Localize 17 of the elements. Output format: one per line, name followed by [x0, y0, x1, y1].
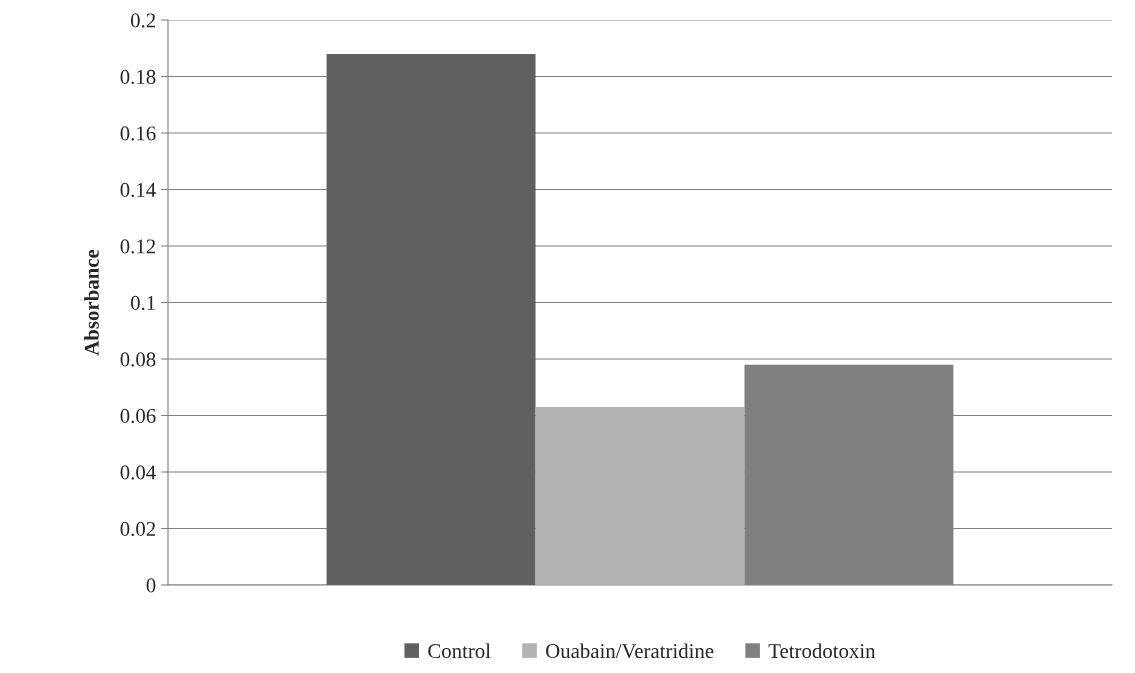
y-tick-label: 0.16: [120, 126, 156, 141]
bar: [535, 407, 745, 585]
y-tick-label: 0.2: [130, 13, 156, 28]
y-tick-label: 0.02: [120, 521, 156, 537]
bar: [326, 53, 536, 585]
y-tick-label: 0: [146, 578, 156, 593]
y-tick-label: 0.1: [130, 295, 155, 311]
legend-label: Ouabain/Veratridine: [546, 643, 714, 659]
y-tick-label: 0.08: [120, 352, 156, 367]
y-tick-label: 0.14: [120, 182, 156, 198]
y-axis-title: Absorbance: [84, 249, 99, 356]
legend-label: Tetrodotoxin: [768, 643, 876, 659]
y-tick-label: 0.12: [120, 239, 156, 254]
y-tick-label: 0.18: [120, 69, 156, 85]
y-tick-label: 0.06: [120, 408, 156, 424]
legend-label: Control: [428, 643, 491, 659]
y-tick-label: 0.04: [120, 465, 156, 480]
